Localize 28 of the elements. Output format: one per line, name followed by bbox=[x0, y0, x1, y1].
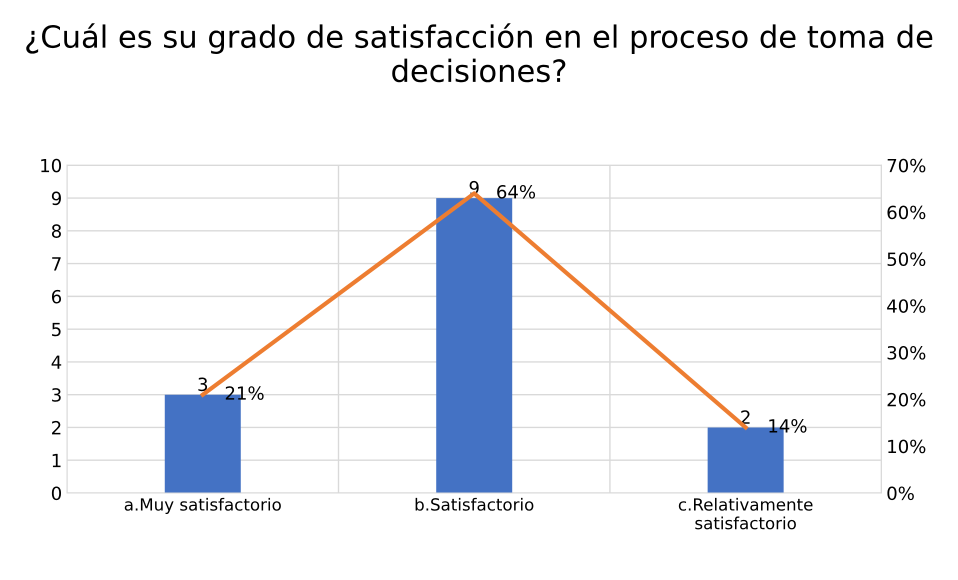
data-label: 14% bbox=[769, 419, 806, 433]
y-tick-label: 3 bbox=[52, 388, 61, 402]
bar bbox=[436, 198, 512, 493]
y-tick-label: 0 bbox=[52, 486, 61, 500]
data-label: 21% bbox=[226, 386, 264, 400]
y2-tick-label: 10% bbox=[888, 440, 926, 454]
chart-title: ¿Cuál es su grado de satisfacción en el proceso de toma de decisiones? bbox=[26, 23, 932, 82]
y-tick-label: 4 bbox=[52, 356, 62, 369]
y-tick-label: 5 bbox=[52, 322, 61, 336]
y-tick-label: 7 bbox=[52, 257, 61, 270]
y2-tick-label: 40% bbox=[887, 299, 926, 313]
data-label: 64% bbox=[497, 184, 536, 199]
y2-tick-label: 50% bbox=[888, 252, 926, 266]
y2-tick-label: 30% bbox=[888, 346, 926, 360]
y-tick-label: 9 bbox=[52, 192, 61, 206]
data-label: 3 bbox=[198, 378, 208, 392]
x-tick-label: a.Muy satisfactorio bbox=[124, 498, 281, 514]
y-tick-label: 10 bbox=[41, 158, 61, 172]
x-tick-label: c.Relativamente satisfactorio bbox=[678, 498, 812, 530]
y-tick-label: 2 bbox=[52, 420, 60, 434]
x-tick-label: b.Satisfactorio bbox=[416, 498, 534, 511]
y-tick-label: 6 bbox=[52, 290, 62, 304]
y2-tick-label: 0% bbox=[887, 486, 914, 500]
y2-tick-label: 70% bbox=[888, 158, 926, 172]
y2-tick-label: 20% bbox=[888, 392, 926, 406]
y-tick-label: 8 bbox=[52, 224, 61, 238]
y-tick-label: 1 bbox=[52, 454, 61, 468]
y2-tick-label: 60% bbox=[887, 206, 926, 220]
